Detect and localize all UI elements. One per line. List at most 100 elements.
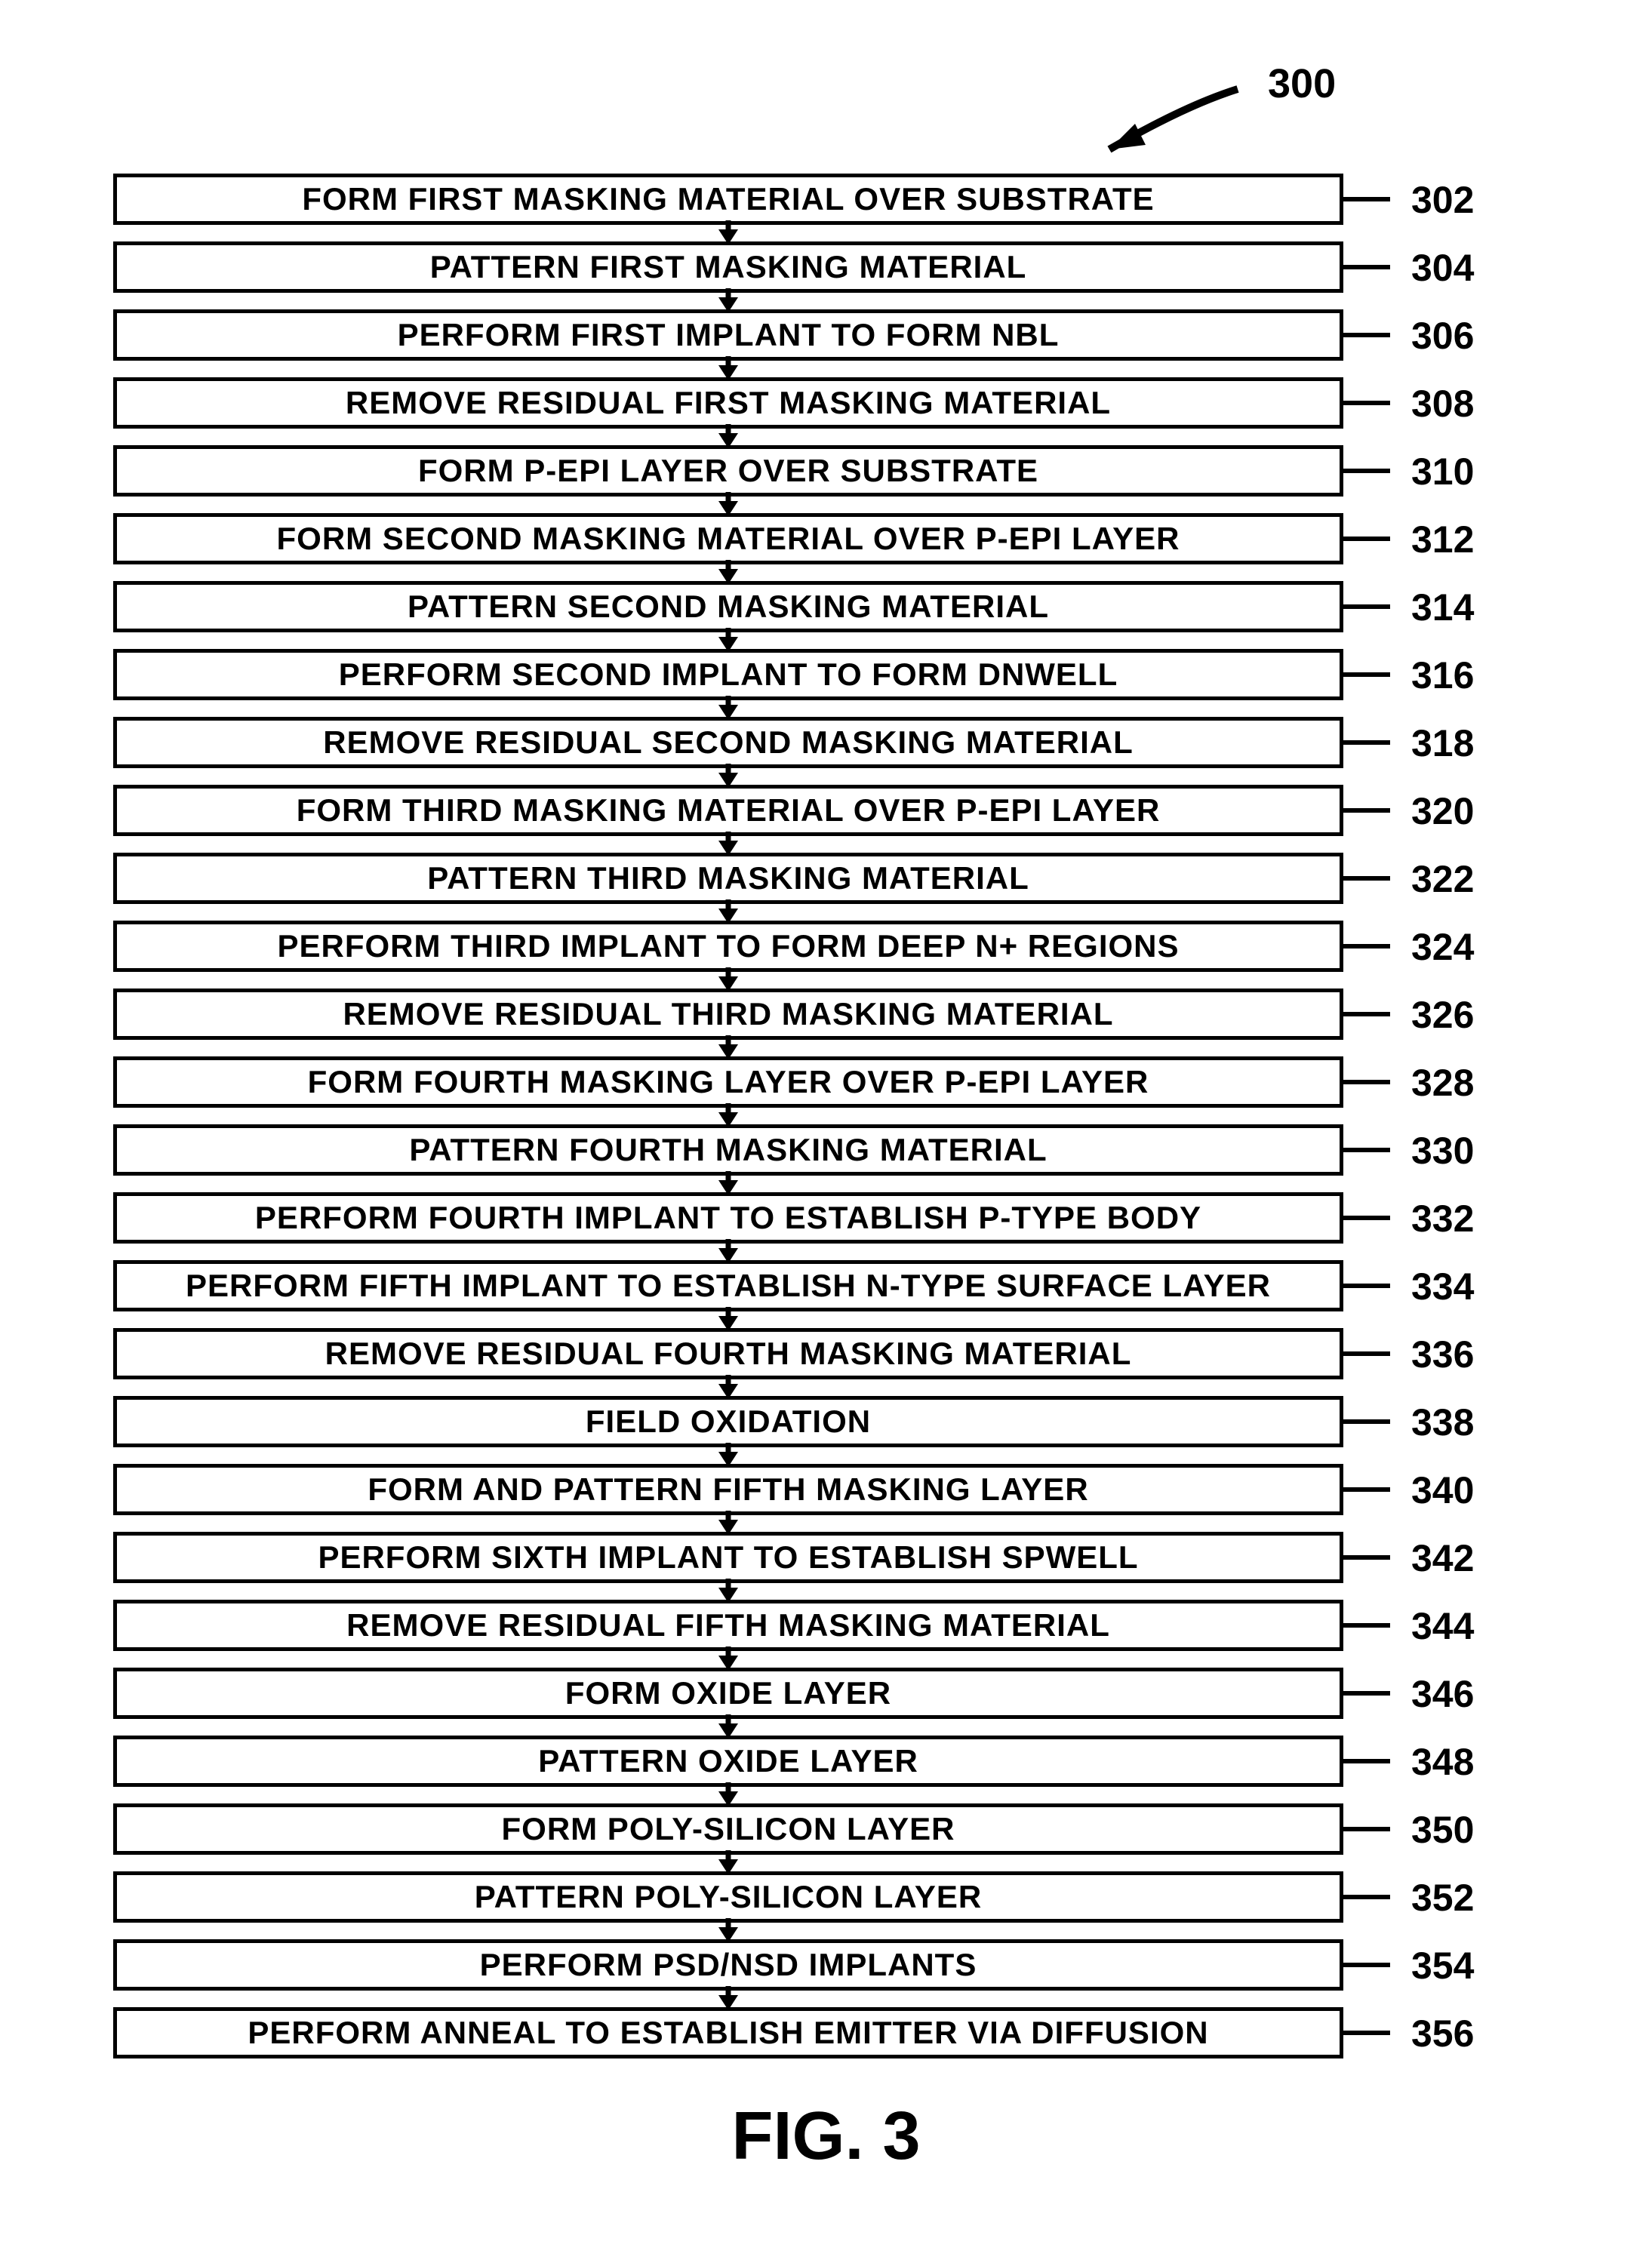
- step-box: REMOVE RESIDUAL SECOND MASKING MATERIAL: [113, 717, 1343, 768]
- flow-arrow: [113, 836, 1343, 853]
- flow-step: PERFORM SIXTH IMPLANT TO ESTABLISH SPWEL…: [113, 1532, 1343, 1583]
- flow-arrow: [113, 497, 1343, 513]
- ref-connector: [1343, 740, 1390, 745]
- flow-step: FIELD OXIDATION338: [113, 1396, 1343, 1447]
- step-reference-number: 304: [1411, 246, 1474, 290]
- step-box: PERFORM FIFTH IMPLANT TO ESTABLISH N-TYP…: [113, 1260, 1343, 1311]
- flow-step: PATTERN POLY-SILICON LAYER352: [113, 1871, 1343, 1923]
- ref-connector: [1343, 1759, 1390, 1763]
- flow-step: REMOVE RESIDUAL FIFTH MASKING MATERIAL34…: [113, 1600, 1343, 1651]
- step-box: REMOVE RESIDUAL FIFTH MASKING MATERIAL: [113, 1600, 1343, 1651]
- flow-arrow: [113, 1923, 1343, 1939]
- step-box: PATTERN OXIDE LAYER: [113, 1736, 1343, 1787]
- page: 300 FORM FIRST MASKING MATERIAL OVER SUB…: [0, 0, 1652, 2266]
- step-reference-number: 310: [1411, 450, 1474, 493]
- step-reference-number: 306: [1411, 314, 1474, 358]
- step-box: PERFORM SIXTH IMPLANT TO ESTABLISH SPWEL…: [113, 1532, 1343, 1583]
- ref-connector: [1343, 672, 1390, 677]
- flow-arrow: [113, 1040, 1343, 1056]
- ref-connector: [1343, 1080, 1390, 1084]
- flow-step: REMOVE RESIDUAL THIRD MASKING MATERIAL32…: [113, 988, 1343, 1040]
- diagram-reference-number: 300: [1268, 60, 1336, 107]
- flow-arrow: [113, 768, 1343, 785]
- flow-arrow: [113, 564, 1343, 581]
- figure-label: FIG. 3: [731, 2098, 920, 2175]
- ref-connector: [1343, 1895, 1390, 1899]
- ref-connector: [1343, 1963, 1390, 1967]
- flow-step: FORM FOURTH MASKING LAYER OVER P-EPI LAY…: [113, 1056, 1343, 1108]
- flow-step: PATTERN FIRST MASKING MATERIAL304: [113, 241, 1343, 293]
- step-reference-number: 352: [1411, 1876, 1474, 1920]
- step-reference-number: 328: [1411, 1061, 1474, 1105]
- step-box: PATTERN POLY-SILICON LAYER: [113, 1871, 1343, 1923]
- step-box: PERFORM FOURTH IMPLANT TO ESTABLISH P-TY…: [113, 1192, 1343, 1244]
- flow-step: FORM P-EPI LAYER OVER SUBSTRATE310: [113, 445, 1343, 497]
- step-reference-number: 340: [1411, 1468, 1474, 1512]
- ref-connector: [1343, 1691, 1390, 1696]
- step-box: PERFORM THIRD IMPLANT TO FORM DEEP N+ RE…: [113, 921, 1343, 972]
- step-box: PATTERN SECOND MASKING MATERIAL: [113, 581, 1343, 632]
- flow-arrow: [113, 1379, 1343, 1396]
- step-reference-number: 326: [1411, 993, 1474, 1037]
- flow-step: FORM AND PATTERN FIFTH MASKING LAYER340: [113, 1464, 1343, 1515]
- ref-connector: [1343, 1487, 1390, 1492]
- ref-connector: [1343, 604, 1390, 609]
- ref-connector: [1343, 333, 1390, 337]
- ref-connector: [1343, 1419, 1390, 1424]
- ref-connector: [1343, 2031, 1390, 2035]
- flow-step: PERFORM FIFTH IMPLANT TO ESTABLISH N-TYP…: [113, 1260, 1343, 1311]
- flow-step: FORM SECOND MASKING MATERIAL OVER P-EPI …: [113, 513, 1343, 564]
- flow-step: REMOVE RESIDUAL FOURTH MASKING MATERIAL3…: [113, 1328, 1343, 1379]
- step-box: PERFORM ANNEAL TO ESTABLISH EMITTER VIA …: [113, 2007, 1343, 2058]
- step-reference-number: 344: [1411, 1604, 1474, 1648]
- step-reference-number: 318: [1411, 721, 1474, 765]
- step-reference-number: 348: [1411, 1740, 1474, 1784]
- flow-arrow: [113, 225, 1343, 241]
- step-reference-number: 336: [1411, 1333, 1474, 1376]
- step-reference-number: 332: [1411, 1197, 1474, 1241]
- flow-step: REMOVE RESIDUAL FIRST MASKING MATERIAL30…: [113, 377, 1343, 429]
- flow-step: PERFORM PSD/NSD IMPLANTS354: [113, 1939, 1343, 1991]
- flow-arrow: [113, 632, 1343, 649]
- ref-connector: [1343, 1216, 1390, 1220]
- ref-connector: [1343, 944, 1390, 949]
- ref-connector: [1343, 1555, 1390, 1560]
- ref-connector: [1343, 1284, 1390, 1288]
- ref-connector: [1343, 197, 1390, 201]
- step-reference-number: 320: [1411, 789, 1474, 833]
- flow-step: FORM OXIDE LAYER346: [113, 1668, 1343, 1719]
- step-box: PATTERN FOURTH MASKING MATERIAL: [113, 1124, 1343, 1176]
- ref-connector: [1343, 401, 1390, 405]
- ref-connector: [1343, 1012, 1390, 1016]
- step-box: FORM OXIDE LAYER: [113, 1668, 1343, 1719]
- flow-arrow: [113, 361, 1343, 377]
- flow-arrow: [113, 1855, 1343, 1871]
- ref-connector: [1343, 1148, 1390, 1152]
- flow-arrow: [113, 1311, 1343, 1328]
- flow-arrow: [113, 1176, 1343, 1192]
- flow-arrow: [113, 1583, 1343, 1600]
- flow-arrow: [113, 904, 1343, 921]
- flow-arrow: [113, 429, 1343, 445]
- flow-step: PATTERN SECOND MASKING MATERIAL314: [113, 581, 1343, 632]
- step-box: PERFORM SECOND IMPLANT TO FORM DNWELL: [113, 649, 1343, 700]
- step-reference-number: 330: [1411, 1129, 1474, 1173]
- ref-connector: [1343, 876, 1390, 881]
- step-box: FORM THIRD MASKING MATERIAL OVER P-EPI L…: [113, 785, 1343, 836]
- flow-step: FORM POLY-SILICON LAYER350: [113, 1803, 1343, 1855]
- ref-connector: [1343, 808, 1390, 813]
- flow-step: REMOVE RESIDUAL SECOND MASKING MATERIAL3…: [113, 717, 1343, 768]
- flow-step: PERFORM THIRD IMPLANT TO FORM DEEP N+ RE…: [113, 921, 1343, 972]
- step-reference-number: 342: [1411, 1536, 1474, 1580]
- flow-arrow: [113, 293, 1343, 309]
- ref-connector: [1343, 265, 1390, 269]
- step-box: PERFORM FIRST IMPLANT TO FORM NBL: [113, 309, 1343, 361]
- flow-arrow: [113, 972, 1343, 988]
- flow-step: PERFORM FOURTH IMPLANT TO ESTABLISH P-TY…: [113, 1192, 1343, 1244]
- flow-step: PERFORM ANNEAL TO ESTABLISH EMITTER VIA …: [113, 2007, 1343, 2058]
- step-reference-number: 338: [1411, 1400, 1474, 1444]
- flowchart: FORM FIRST MASKING MATERIAL OVER SUBSTRA…: [113, 174, 1343, 2058]
- flow-arrow: [113, 1787, 1343, 1803]
- flow-step: FORM THIRD MASKING MATERIAL OVER P-EPI L…: [113, 785, 1343, 836]
- step-box: FORM FOURTH MASKING LAYER OVER P-EPI LAY…: [113, 1056, 1343, 1108]
